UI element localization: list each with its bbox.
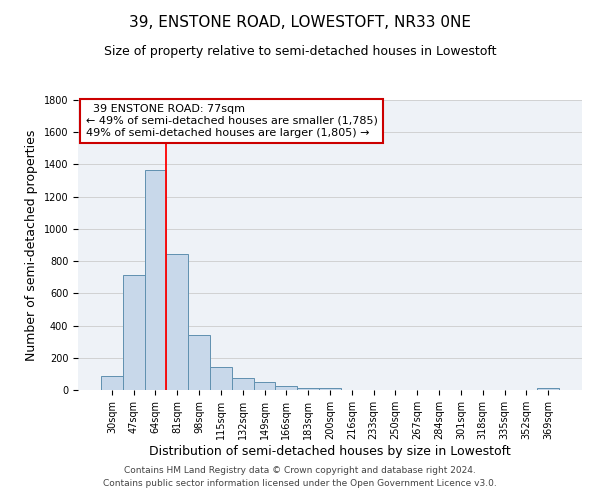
Bar bbox=[254, 382, 275, 390]
Bar bbox=[537, 388, 559, 390]
Bar bbox=[101, 376, 123, 390]
Text: 39, ENSTONE ROAD, LOWESTOFT, NR33 0NE: 39, ENSTONE ROAD, LOWESTOFT, NR33 0NE bbox=[129, 15, 471, 30]
Bar bbox=[232, 378, 254, 390]
Text: Contains HM Land Registry data © Crown copyright and database right 2024.
Contai: Contains HM Land Registry data © Crown c… bbox=[103, 466, 497, 487]
Bar bbox=[145, 170, 166, 390]
Bar bbox=[275, 386, 297, 390]
Bar bbox=[319, 388, 341, 390]
Text: 39 ENSTONE ROAD: 77sqm
← 49% of semi-detached houses are smaller (1,785)
49% of : 39 ENSTONE ROAD: 77sqm ← 49% of semi-det… bbox=[86, 104, 377, 138]
Bar bbox=[123, 275, 145, 390]
Bar bbox=[188, 335, 210, 390]
Bar bbox=[166, 254, 188, 390]
X-axis label: Distribution of semi-detached houses by size in Lowestoft: Distribution of semi-detached houses by … bbox=[149, 444, 511, 458]
Y-axis label: Number of semi-detached properties: Number of semi-detached properties bbox=[25, 130, 38, 360]
Text: Size of property relative to semi-detached houses in Lowestoft: Size of property relative to semi-detach… bbox=[104, 45, 496, 58]
Bar bbox=[210, 368, 232, 390]
Bar bbox=[297, 388, 319, 390]
